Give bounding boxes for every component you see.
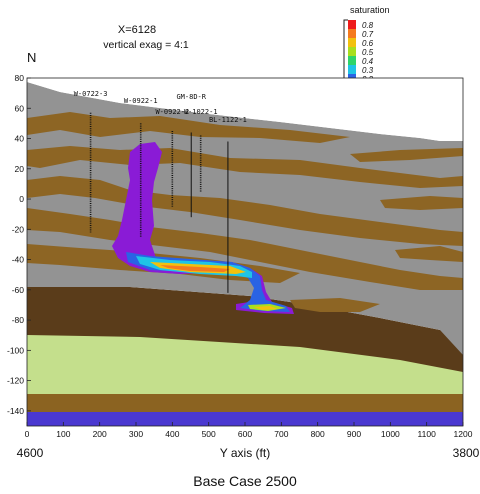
- left-coordinate-label: 4600: [17, 446, 44, 460]
- y-tick-label: 60: [15, 103, 25, 113]
- x-tick-label: 200: [93, 429, 107, 439]
- right-coordinate-label: 3800: [453, 446, 480, 460]
- green-unit: [27, 333, 463, 394]
- x-tick-label: 100: [56, 429, 70, 439]
- well-label: W-1022-1: [184, 108, 218, 116]
- y-tick-label: -60: [12, 285, 25, 295]
- legend-title: saturation: [350, 5, 390, 15]
- x-tick-label: 600: [238, 429, 252, 439]
- well-label: W-0722-3: [74, 90, 108, 98]
- legend-label: 0.3: [362, 66, 374, 75]
- y-tick-label: 20: [15, 164, 25, 174]
- plume-tail-core: [254, 306, 278, 310]
- y-tick-label: -140: [7, 406, 24, 416]
- y-tick-label: 80: [15, 73, 25, 83]
- y-tick-label: -20: [12, 224, 25, 234]
- y-tick-label: -120: [7, 376, 24, 386]
- x-tick-label: 1200: [454, 429, 473, 439]
- saturation-plume: [112, 142, 294, 314]
- well-label: W-0922-1: [124, 97, 158, 105]
- y-tick-label: -100: [7, 345, 24, 355]
- legend-swatch: [348, 47, 356, 56]
- x-tick-label: 0: [25, 429, 30, 439]
- x-tick-label: 1100: [418, 429, 437, 439]
- legend-swatch: [348, 65, 356, 74]
- well-label: W-0922-2: [155, 108, 189, 116]
- geologic-units: [27, 78, 463, 426]
- legend-swatch: [348, 56, 356, 65]
- y-axis: 80 60 40 20 0 -20 -40 -60 -80 -100 -120 -140: [7, 73, 31, 416]
- y-tick-label: -80: [12, 315, 25, 325]
- legend-label: 0.8: [362, 21, 374, 30]
- x-tick-label: 800: [311, 429, 325, 439]
- y-tick-label: -40: [12, 255, 25, 265]
- vertical-exaggeration-label: vertical exag = 4:1: [103, 39, 189, 51]
- x-location-label: X=6128: [118, 24, 156, 36]
- legend-swatch: [348, 20, 356, 29]
- legend-label: 0.5: [362, 48, 374, 57]
- dark-brown-unit: [27, 287, 463, 372]
- x-tick-label: 400: [165, 429, 179, 439]
- legend-label: 0.6: [362, 39, 374, 48]
- x-axis: 0 100 200 300 400 500 600 700 800 900 1000 1100 1200: [25, 422, 473, 439]
- y-tick-label: 40: [15, 134, 25, 144]
- x-axis-label: Y axis (ft): [220, 446, 270, 460]
- plume-orange-zone: [160, 265, 230, 272]
- figure-caption: Base Case 2500: [193, 473, 297, 489]
- sky: [27, 78, 463, 141]
- y-tick-label: 0: [19, 194, 24, 204]
- x-tick-label: 1000: [381, 429, 400, 439]
- x-tick-label: 900: [347, 429, 361, 439]
- legend-swatch: [348, 29, 356, 38]
- well-label: BL-1122-1: [209, 116, 247, 124]
- x-tick-label: 700: [274, 429, 288, 439]
- legend-label: 0.7: [362, 30, 374, 39]
- well-label: GM-8D-R: [176, 93, 206, 101]
- north-label: N: [27, 50, 36, 65]
- legend-swatch: [348, 38, 356, 47]
- wells: W-0722-3 W-0922-1 W-0922-2 GM-8D-R W-1022-1B…: [74, 90, 247, 293]
- x-tick-label: 500: [202, 429, 216, 439]
- lower-brown-unit: [27, 392, 463, 412]
- legend-label: 0.4: [362, 57, 374, 66]
- x-tick-label: 300: [129, 429, 143, 439]
